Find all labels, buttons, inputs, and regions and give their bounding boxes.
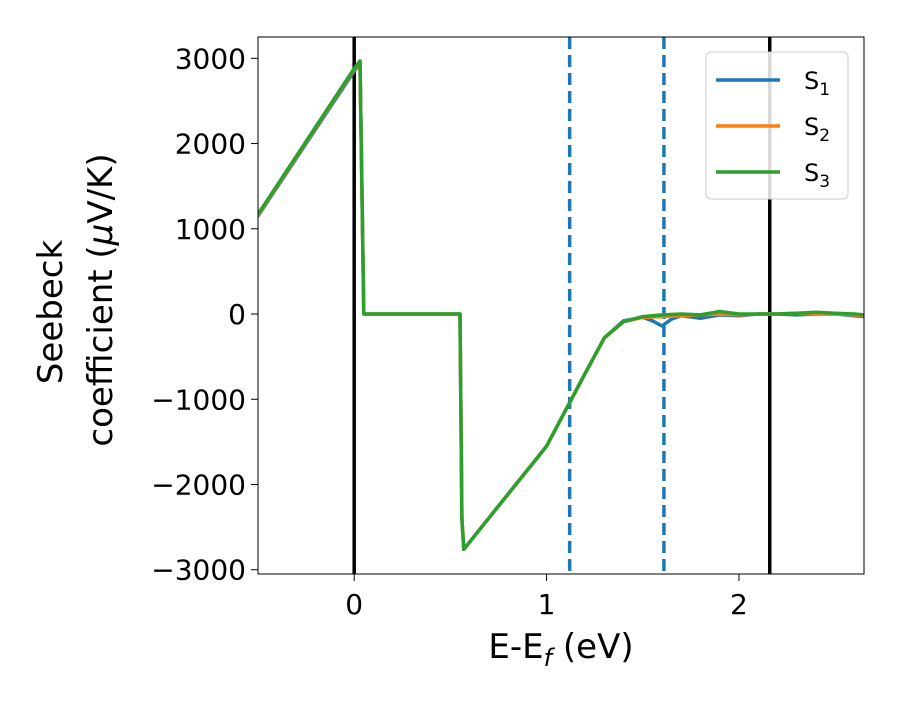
x-axis-ticks: 0 1 2 [345,574,748,621]
y-tick-label-6: 3000 [175,42,246,75]
y-axis-title-line2: coefficient (μV/K) [81,153,121,446]
legend-label-s2: S2 [804,113,830,146]
x-axis-title: E-Ef (eV) [488,627,633,672]
y-tick-label-1: −2000 [151,469,246,502]
x-tick-label-1: 1 [538,588,556,621]
plot-frame [257,36,865,575]
legend-label-s1: S1 [804,67,830,100]
x-tick-label-0: 0 [345,588,363,621]
y-tick-label-2: −1000 [151,383,246,416]
series-lines [258,59,864,552]
y-tick-label-5: 2000 [175,128,246,161]
y-tick-label-4: 1000 [175,213,246,246]
series-line-s3 [258,59,864,552]
y-tick-label-3: 0 [228,298,246,331]
legend-label-s3: S3 [804,159,830,192]
y-axis-title-line1: Seebeck [31,240,71,385]
y-tick-label-0: −3000 [151,554,246,587]
x-tick-label-2: 2 [730,588,748,621]
y-axis-ticks: −3000 −2000 −1000 0 1000 2000 3000 [151,42,258,587]
legend: S1 S2 S3 [705,51,849,200]
